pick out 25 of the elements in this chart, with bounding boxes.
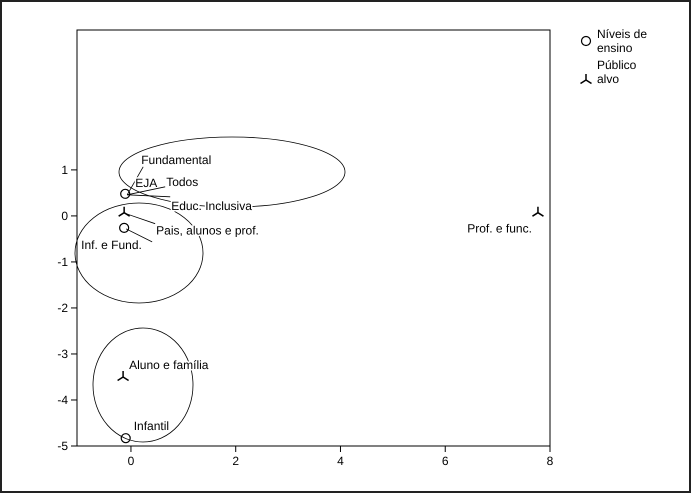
point	[532, 206, 544, 217]
x-tick-label: 6	[442, 454, 449, 468]
annotation: Inf. e Fund.	[81, 238, 142, 252]
x-tick-label: 0	[128, 454, 135, 468]
annotation: Todos	[166, 174, 198, 189]
legend-label: Público alvo	[597, 58, 637, 86]
annotation: Infantil	[134, 419, 170, 434]
y-tick-label: -2	[57, 300, 68, 315]
annotation: Prof. e func.	[467, 222, 532, 236]
legend-label: Níveis de ensino	[597, 27, 648, 55]
x-tick-label: 8	[546, 454, 554, 468]
point	[116, 370, 130, 382]
y-tick-label: 1	[61, 162, 68, 177]
point	[120, 433, 131, 444]
y-tick-label: 0	[61, 208, 68, 223]
annotation: EJA	[135, 176, 158, 190]
y-tick-label: -3	[57, 346, 68, 361]
point	[119, 222, 130, 233]
y-tick-label: -1	[57, 254, 68, 269]
annotation: Fundamental	[141, 152, 212, 167]
y-tick-label: -5	[57, 439, 68, 453]
x-tick-label: 4	[337, 454, 344, 468]
x-tick-label: 2	[232, 454, 240, 468]
y-tick-label: -4	[57, 392, 68, 407]
point	[120, 188, 130, 199]
